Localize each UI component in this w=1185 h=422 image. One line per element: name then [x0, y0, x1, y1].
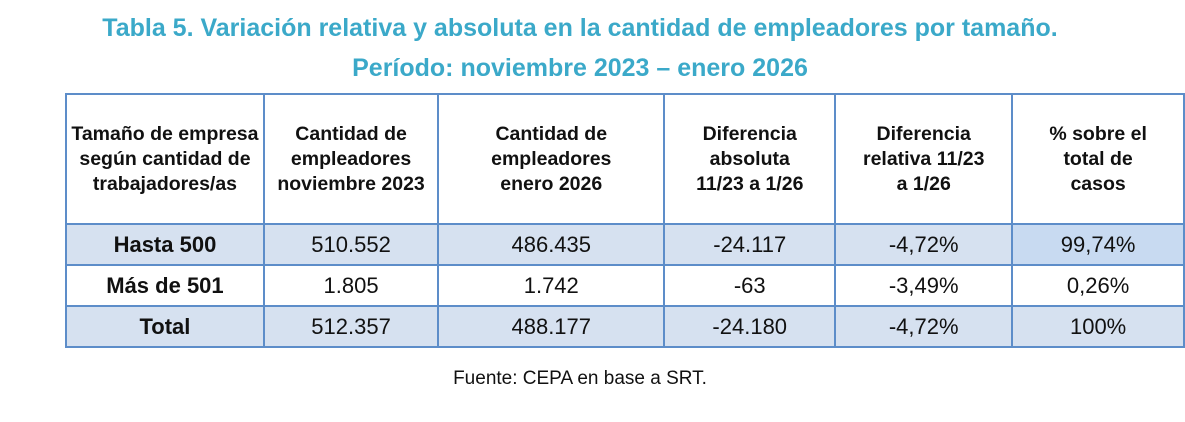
- header-abs-diff: Diferencia absoluta 11/23 a 1/26: [663, 93, 837, 225]
- cell: -63: [663, 264, 837, 307]
- table-title: Tabla 5. Variación relativa y absoluta e…: [102, 14, 1058, 42]
- cell: -24.117: [663, 223, 837, 266]
- row-label: Total: [65, 305, 265, 348]
- header-jan-2026: Cantidad de empleadores enero 2026: [437, 93, 666, 225]
- cell: 0,26%: [1011, 264, 1185, 307]
- header-share: % sobre el total de casos: [1011, 93, 1185, 225]
- header-size: Tamaño de empresa según cantidad de trab…: [65, 93, 265, 225]
- cell: -24.180: [663, 305, 837, 348]
- cell: 100%: [1011, 305, 1185, 348]
- employers-table: Tamaño de empresa según cantidad de trab…: [65, 93, 1185, 348]
- cell: -4,72%: [834, 223, 1014, 266]
- header-nov-2023: Cantidad de empleadores noviembre 2023: [262, 93, 440, 225]
- header-rel-diff: Diferencia relativa 11/23 a 1/26: [834, 93, 1014, 225]
- table-subtitle: Período: noviembre 2023 – enero 2026: [352, 54, 808, 82]
- cell: 510.552: [262, 223, 440, 266]
- cell: 488.177: [437, 305, 666, 348]
- cell: -4,72%: [834, 305, 1014, 348]
- row-label: Más de 501: [65, 264, 265, 307]
- cell: 512.357: [262, 305, 440, 348]
- source-note: Fuente: CEPA en base a SRT.: [453, 368, 707, 389]
- cell: 99,74%: [1011, 223, 1185, 266]
- cell: 486.435: [437, 223, 666, 266]
- table-row: Más de 501 1.805 1.742 -63 -3,49% 0,26%: [65, 264, 1185, 307]
- table-row: Hasta 500 510.552 486.435 -24.117 -4,72%…: [65, 223, 1185, 266]
- cell: 1.742: [437, 264, 666, 307]
- row-label: Hasta 500: [65, 223, 265, 266]
- table-row-total: Total 512.357 488.177 -24.180 -4,72% 100…: [65, 305, 1185, 348]
- header-row: Tamaño de empresa según cantidad de trab…: [65, 93, 1185, 225]
- cell: -3,49%: [834, 264, 1014, 307]
- cell: 1.805: [262, 264, 440, 307]
